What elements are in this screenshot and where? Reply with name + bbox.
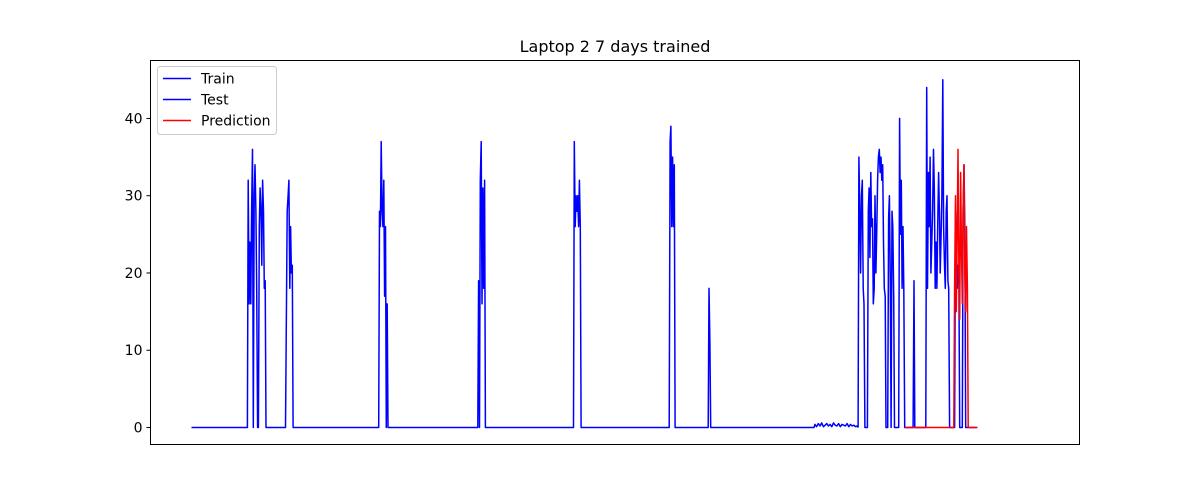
legend-label-prediction: Prediction [201, 114, 271, 130]
legend-label-test: Test [200, 93, 229, 109]
legend-label-train: Train [200, 72, 235, 88]
series-line-train [191, 125, 859, 429]
legend: Train Test Prediction [157, 66, 277, 135]
y-tick-label: 30 [125, 189, 143, 205]
y-tick-label: 20 [125, 266, 143, 282]
chart-title: Laptop 2 7 days trained [520, 37, 711, 56]
y-tick-label: 40 [125, 111, 143, 127]
y-tick-label: 0 [134, 421, 143, 437]
y-tick-label: 10 [125, 343, 143, 359]
plot-area [150, 60, 1080, 445]
y-axis: 0 10 20 30 40 [125, 111, 151, 437]
series-layer [191, 79, 978, 429]
legend-box [157, 66, 277, 135]
series-line-prediction [904, 148, 978, 429]
